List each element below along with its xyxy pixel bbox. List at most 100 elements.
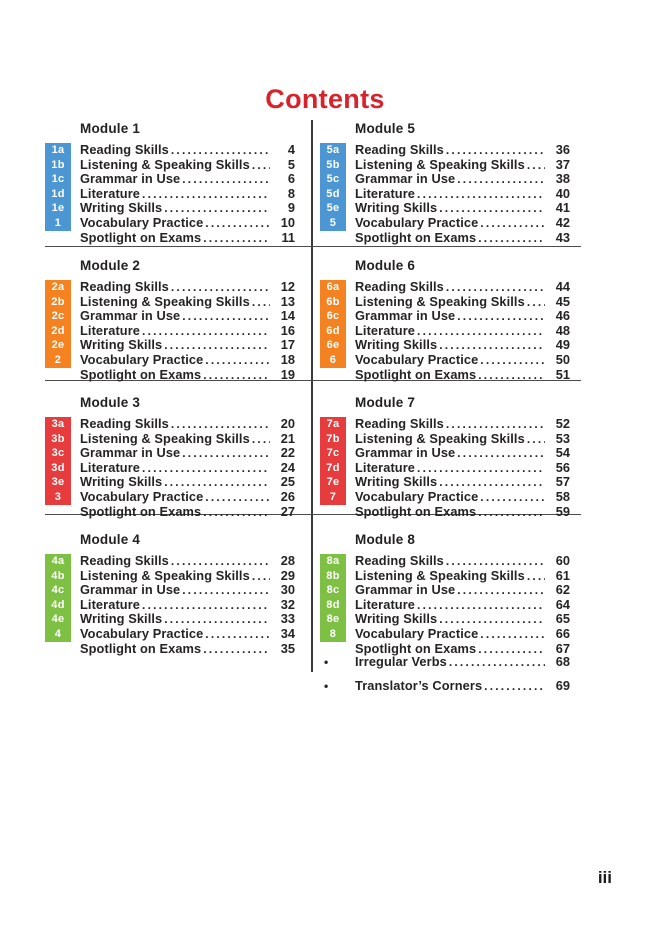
- toc-entry-label: Vocabulary Practice: [355, 351, 479, 367]
- page-title: Contents: [265, 84, 385, 114]
- module-heading: Module 1: [80, 121, 141, 136]
- dot-leader: [446, 280, 545, 295]
- section-badge: 6b: [320, 294, 346, 310]
- dot-leader: [457, 446, 545, 461]
- toc-row: 5c Grammar in Use 38: [320, 172, 570, 187]
- toc-entry-label: Grammar in Use: [80, 582, 181, 598]
- section-badge: 7d: [320, 460, 346, 476]
- toc-row: 8c Grammar in Use 62: [320, 583, 570, 598]
- toc-page-number: 11: [281, 229, 295, 245]
- dot-leader: [527, 158, 545, 173]
- dot-leader: [449, 655, 545, 670]
- toc-page-number: 30: [280, 582, 295, 598]
- toc-row: Spotlight on Exams 35: [45, 640, 295, 657]
- toc-entry-label: Literature: [80, 185, 141, 201]
- section-badge: 8e: [320, 612, 346, 627]
- toc-row: 7c Grammar in Use 54: [320, 446, 570, 461]
- toc-row: 5a Reading Skills 36: [320, 142, 570, 158]
- badge-spacer: [320, 231, 346, 246]
- dot-leader: [457, 172, 545, 187]
- toc-entry-label: Vocabulary Practice: [355, 625, 479, 641]
- dot-leader: [203, 642, 270, 657]
- toc-page-number: 42: [555, 214, 570, 230]
- extras-list: • Irregular Verbs 68 • Translator’s Corners 6…: [320, 654, 570, 703]
- toc-page-number: 33: [280, 611, 295, 627]
- module-heading: Module 5: [355, 121, 416, 136]
- toc-row: 3b Listening & Speaking Skills 21: [45, 430, 295, 447]
- toc-page-number: 37: [555, 156, 570, 172]
- toc-entry-label: Literature: [355, 322, 416, 338]
- badge-spacer: [320, 368, 346, 383]
- toc-page-number: 36: [555, 142, 570, 157]
- toc-entry-label: Spotlight on Exams: [80, 640, 202, 656]
- dot-leader: [164, 612, 270, 627]
- toc-page-number: 40: [555, 185, 570, 201]
- toc-row: 6d Literature 48: [320, 322, 570, 339]
- toc-row: 7e Writing Skills 57: [320, 475, 570, 490]
- dot-leader: [164, 475, 270, 490]
- section-badge: 3b: [45, 431, 71, 447]
- badge-spacer: [45, 231, 71, 246]
- toc-page-number: 48: [555, 322, 570, 338]
- section-badge: 1d: [45, 186, 71, 202]
- dot-leader: [203, 231, 270, 246]
- toc-row: 3 Vocabulary Practice 26: [45, 489, 295, 505]
- dot-leader: [480, 627, 545, 642]
- section-badge: 7e: [320, 475, 346, 490]
- toc-page-number: 4: [287, 142, 295, 157]
- section-badge: 3a: [45, 417, 71, 432]
- extra-row: • Translator’s Corners 69: [320, 678, 570, 694]
- section-badge: 8c: [320, 583, 346, 598]
- section-badge: 1: [45, 215, 71, 231]
- module-section-4: Module 4 4a Reading Skills 28 4b Listening & …: [45, 532, 295, 666]
- dot-leader: [252, 295, 270, 310]
- dot-leader: [182, 583, 270, 598]
- toc-entry-label: Listening & Speaking Skills: [80, 430, 250, 446]
- dot-leader: [478, 231, 545, 246]
- toc-entry-label: Listening & Speaking Skills: [355, 293, 525, 309]
- toc-page-number: 17: [280, 337, 295, 353]
- dot-leader: [142, 324, 270, 339]
- dot-leader: [205, 353, 270, 368]
- toc-row: 3a Reading Skills 20: [45, 416, 295, 432]
- toc-page-number: 45: [555, 293, 570, 309]
- dot-leader: [478, 368, 545, 383]
- dot-leader: [182, 446, 270, 461]
- toc-row: 2b Listening & Speaking Skills 13: [45, 294, 295, 310]
- section-badge: 2: [45, 352, 71, 368]
- toc-entry-label: Reading Skills: [80, 416, 169, 431]
- dot-leader: [417, 598, 545, 613]
- column-divider: [311, 120, 313, 672]
- toc-row: 5e Writing Skills 41: [320, 201, 570, 216]
- toc-page-number: 41: [555, 200, 570, 216]
- dot-leader: [417, 324, 545, 339]
- toc-entry-label: Listening & Speaking Skills: [80, 567, 250, 583]
- toc-row: 4a Reading Skills 28: [45, 553, 295, 569]
- toc-column-left: Module 1 1a Reading Skills 4 1b Listening & S…: [45, 118, 295, 666]
- dot-leader: [203, 505, 270, 520]
- module-heading: Module 3: [80, 395, 141, 410]
- toc-entry-label: Literature: [80, 459, 141, 475]
- dot-leader: [205, 216, 270, 231]
- toc-entry-label: Vocabulary Practice: [355, 214, 479, 230]
- badge-spacer: [320, 505, 346, 520]
- toc-page-number: 25: [280, 474, 295, 490]
- toc-entry-label: Writing Skills: [80, 611, 163, 627]
- dot-leader: [203, 368, 270, 383]
- toc-row: 7 Vocabulary Practice 58: [320, 489, 570, 505]
- toc-page-number: 5: [287, 156, 295, 172]
- toc-entry-label: Reading Skills: [355, 553, 444, 568]
- toc-row: Spotlight on Exams 51: [320, 367, 570, 383]
- section-badge: 4b: [45, 568, 71, 584]
- toc-entry-label: Writing Skills: [355, 474, 438, 490]
- section-badge: 7a: [320, 417, 346, 432]
- toc-page-number: 61: [555, 567, 570, 583]
- dot-leader: [527, 295, 545, 310]
- bullet-icon: •: [324, 655, 329, 669]
- dot-leader: [457, 309, 545, 324]
- toc-entry-label: Writing Skills: [80, 474, 163, 490]
- toc-row: 4 Vocabulary Practice 34: [45, 626, 295, 642]
- dot-leader: [527, 432, 545, 447]
- dot-leader: [480, 216, 545, 231]
